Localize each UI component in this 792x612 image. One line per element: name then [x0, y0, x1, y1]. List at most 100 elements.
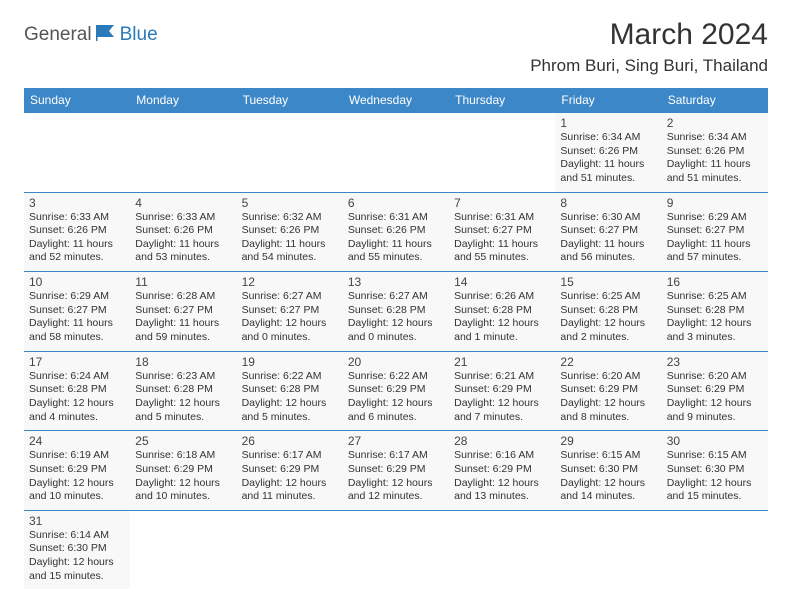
day-number: 31: [29, 514, 125, 528]
calendar-cell: 15Sunrise: 6:25 AMSunset: 6:28 PMDayligh…: [555, 272, 661, 352]
day-detail: Sunrise: 6:25 AMSunset: 6:28 PMDaylight:…: [667, 290, 763, 345]
day-detail: Sunrise: 6:34 AMSunset: 6:26 PMDaylight:…: [560, 131, 656, 186]
day-number: 5: [242, 196, 338, 210]
day-detail: Sunrise: 6:17 AMSunset: 6:29 PMDaylight:…: [242, 449, 338, 504]
day-detail: Sunrise: 6:15 AMSunset: 6:30 PMDaylight:…: [560, 449, 656, 504]
calendar-cell: 20Sunrise: 6:22 AMSunset: 6:29 PMDayligh…: [343, 351, 449, 431]
calendar-cell: 16Sunrise: 6:25 AMSunset: 6:28 PMDayligh…: [662, 272, 768, 352]
day-number: 16: [667, 275, 763, 289]
calendar-cell: 3Sunrise: 6:33 AMSunset: 6:26 PMDaylight…: [24, 192, 130, 272]
day-number: 24: [29, 434, 125, 448]
calendar-cell: 19Sunrise: 6:22 AMSunset: 6:28 PMDayligh…: [237, 351, 343, 431]
calendar-cell: 1Sunrise: 6:34 AMSunset: 6:26 PMDaylight…: [555, 113, 661, 193]
calendar-cell: 18Sunrise: 6:23 AMSunset: 6:28 PMDayligh…: [130, 351, 236, 431]
day-number: 4: [135, 196, 231, 210]
day-detail: Sunrise: 6:32 AMSunset: 6:26 PMDaylight:…: [242, 211, 338, 266]
calendar-cell: [237, 510, 343, 589]
calendar-cell: 31Sunrise: 6:14 AMSunset: 6:30 PMDayligh…: [24, 510, 130, 589]
day-detail: Sunrise: 6:29 AMSunset: 6:27 PMDaylight:…: [29, 290, 125, 345]
day-detail: Sunrise: 6:31 AMSunset: 6:27 PMDaylight:…: [454, 211, 550, 266]
calendar-cell: 5Sunrise: 6:32 AMSunset: 6:26 PMDaylight…: [237, 192, 343, 272]
day-detail: Sunrise: 6:33 AMSunset: 6:26 PMDaylight:…: [135, 211, 231, 266]
calendar-cell: 23Sunrise: 6:20 AMSunset: 6:29 PMDayligh…: [662, 351, 768, 431]
calendar-cell: 21Sunrise: 6:21 AMSunset: 6:29 PMDayligh…: [449, 351, 555, 431]
calendar-cell: 11Sunrise: 6:28 AMSunset: 6:27 PMDayligh…: [130, 272, 236, 352]
day-number: 30: [667, 434, 763, 448]
calendar-cell: 7Sunrise: 6:31 AMSunset: 6:27 PMDaylight…: [449, 192, 555, 272]
day-number: 7: [454, 196, 550, 210]
day-detail: Sunrise: 6:33 AMSunset: 6:26 PMDaylight:…: [29, 211, 125, 266]
day-detail: Sunrise: 6:24 AMSunset: 6:28 PMDaylight:…: [29, 370, 125, 425]
day-number: 6: [348, 196, 444, 210]
day-number: 25: [135, 434, 231, 448]
brand-logo: General Blue: [24, 24, 158, 46]
calendar-table: SundayMondayTuesdayWednesdayThursdayFrid…: [24, 88, 768, 589]
calendar-cell: 27Sunrise: 6:17 AMSunset: 6:29 PMDayligh…: [343, 431, 449, 511]
location-label: Phrom Buri, Sing Buri, Thailand: [530, 56, 768, 76]
calendar-cell: [662, 510, 768, 589]
calendar-cell: 2Sunrise: 6:34 AMSunset: 6:26 PMDaylight…: [662, 113, 768, 193]
calendar-cell: 4Sunrise: 6:33 AMSunset: 6:26 PMDaylight…: [130, 192, 236, 272]
day-detail: Sunrise: 6:22 AMSunset: 6:28 PMDaylight:…: [242, 370, 338, 425]
calendar-cell: [130, 510, 236, 589]
day-number: 1: [560, 116, 656, 130]
calendar-cell: 10Sunrise: 6:29 AMSunset: 6:27 PMDayligh…: [24, 272, 130, 352]
brand-part2: Blue: [120, 24, 158, 46]
day-number: 23: [667, 355, 763, 369]
day-detail: Sunrise: 6:22 AMSunset: 6:29 PMDaylight:…: [348, 370, 444, 425]
calendar-cell: [237, 113, 343, 193]
calendar-cell: [449, 510, 555, 589]
calendar-cell: 28Sunrise: 6:16 AMSunset: 6:29 PMDayligh…: [449, 431, 555, 511]
calendar-cell: 14Sunrise: 6:26 AMSunset: 6:28 PMDayligh…: [449, 272, 555, 352]
day-number: 8: [560, 196, 656, 210]
calendar-cell: [24, 113, 130, 193]
day-number: 19: [242, 355, 338, 369]
calendar-cell: 26Sunrise: 6:17 AMSunset: 6:29 PMDayligh…: [237, 431, 343, 511]
day-detail: Sunrise: 6:15 AMSunset: 6:30 PMDaylight:…: [667, 449, 763, 504]
day-number: 14: [454, 275, 550, 289]
weekday-header: Tuesday: [237, 88, 343, 113]
calendar-cell: 24Sunrise: 6:19 AMSunset: 6:29 PMDayligh…: [24, 431, 130, 511]
calendar-cell: [449, 113, 555, 193]
calendar-cell: [343, 510, 449, 589]
day-number: 11: [135, 275, 231, 289]
weekday-header: Thursday: [449, 88, 555, 113]
day-number: 28: [454, 434, 550, 448]
day-detail: Sunrise: 6:21 AMSunset: 6:29 PMDaylight:…: [454, 370, 550, 425]
calendar-cell: 29Sunrise: 6:15 AMSunset: 6:30 PMDayligh…: [555, 431, 661, 511]
day-number: 18: [135, 355, 231, 369]
day-number: 17: [29, 355, 125, 369]
day-number: 13: [348, 275, 444, 289]
calendar-cell: 25Sunrise: 6:18 AMSunset: 6:29 PMDayligh…: [130, 431, 236, 511]
day-detail: Sunrise: 6:23 AMSunset: 6:28 PMDaylight:…: [135, 370, 231, 425]
day-detail: Sunrise: 6:14 AMSunset: 6:30 PMDaylight:…: [29, 529, 125, 584]
day-number: 10: [29, 275, 125, 289]
day-number: 21: [454, 355, 550, 369]
calendar-cell: 22Sunrise: 6:20 AMSunset: 6:29 PMDayligh…: [555, 351, 661, 431]
day-detail: Sunrise: 6:34 AMSunset: 6:26 PMDaylight:…: [667, 131, 763, 186]
day-detail: Sunrise: 6:29 AMSunset: 6:27 PMDaylight:…: [667, 211, 763, 266]
day-detail: Sunrise: 6:28 AMSunset: 6:27 PMDaylight:…: [135, 290, 231, 345]
day-number: 20: [348, 355, 444, 369]
calendar-cell: [555, 510, 661, 589]
day-detail: Sunrise: 6:20 AMSunset: 6:29 PMDaylight:…: [667, 370, 763, 425]
day-number: 26: [242, 434, 338, 448]
day-number: 2: [667, 116, 763, 130]
weekday-header: Saturday: [662, 88, 768, 113]
weekday-header: Monday: [130, 88, 236, 113]
brand-part1: General: [24, 24, 92, 46]
day-number: 27: [348, 434, 444, 448]
calendar-cell: 6Sunrise: 6:31 AMSunset: 6:26 PMDaylight…: [343, 192, 449, 272]
day-number: 29: [560, 434, 656, 448]
calendar-cell: 12Sunrise: 6:27 AMSunset: 6:27 PMDayligh…: [237, 272, 343, 352]
day-detail: Sunrise: 6:25 AMSunset: 6:28 PMDaylight:…: [560, 290, 656, 345]
day-detail: Sunrise: 6:27 AMSunset: 6:28 PMDaylight:…: [348, 290, 444, 345]
calendar-cell: [130, 113, 236, 193]
calendar-cell: 9Sunrise: 6:29 AMSunset: 6:27 PMDaylight…: [662, 192, 768, 272]
weekday-header: Wednesday: [343, 88, 449, 113]
day-detail: Sunrise: 6:27 AMSunset: 6:27 PMDaylight:…: [242, 290, 338, 345]
day-detail: Sunrise: 6:20 AMSunset: 6:29 PMDaylight:…: [560, 370, 656, 425]
day-detail: Sunrise: 6:30 AMSunset: 6:27 PMDaylight:…: [560, 211, 656, 266]
day-detail: Sunrise: 6:19 AMSunset: 6:29 PMDaylight:…: [29, 449, 125, 504]
day-detail: Sunrise: 6:17 AMSunset: 6:29 PMDaylight:…: [348, 449, 444, 504]
